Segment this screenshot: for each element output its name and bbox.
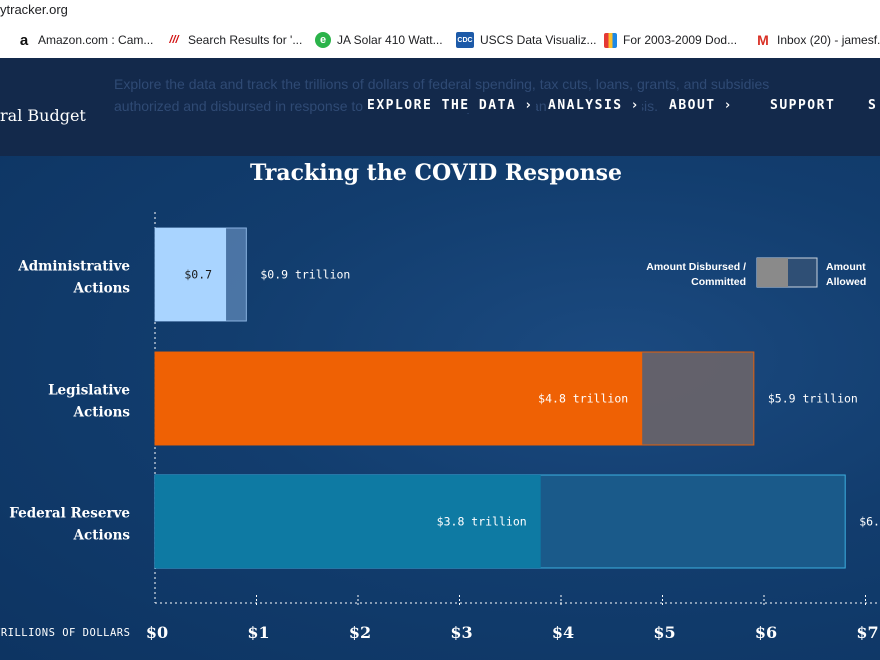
bookmark-ja-solar[interactable]: e JA Solar 410 Watt... xyxy=(315,22,443,58)
nav-about[interactable]: ABOUT › xyxy=(667,98,735,113)
value-label-disbursed: $0.7 xyxy=(184,268,212,282)
bookmark-search-results[interactable]: /// Search Results for '... xyxy=(166,22,302,58)
legend-label-allowed: Allowed xyxy=(826,276,866,288)
bookmark-label: Search Results for '... xyxy=(188,33,303,47)
gmail-icon: M xyxy=(757,32,769,48)
nav-label: EXPLORE THE DATA xyxy=(367,98,517,113)
nav-more[interactable]: S xyxy=(866,98,880,113)
bookmark-dodge[interactable]: For 2003-2009 Dod... xyxy=(604,22,737,58)
site-header: Explore the data and track the trillions… xyxy=(0,58,880,156)
bookmark-label: USCS Data Visualiz... xyxy=(480,33,597,47)
bookmarks-bar: a Amazon.com : Cam... /// Search Results… xyxy=(0,22,880,59)
x-tick-label: $2 xyxy=(349,623,371,642)
nav-label: SUPPORT xyxy=(770,98,836,113)
bookmark-label: Amazon.com : Cam... xyxy=(38,33,154,47)
x-tick-label: $4 xyxy=(552,623,574,642)
chevron-right-icon: › xyxy=(630,98,640,113)
chevron-right-icon: › xyxy=(524,98,534,113)
site-brand[interactable]: ral Budget xyxy=(0,106,86,125)
search-results-icon: /// xyxy=(169,34,179,46)
x-tick-label: $6 xyxy=(755,623,777,642)
legend-swatch-disbursed xyxy=(757,258,788,287)
nav-label: ABOUT xyxy=(669,98,716,113)
bookmark-inbox[interactable]: M Inbox (20) - jamesf... xyxy=(755,22,880,58)
bar-disbursed-0 xyxy=(155,228,227,321)
category-label: Actions xyxy=(73,405,131,421)
bar-disbursed-2 xyxy=(155,475,541,568)
x-tick-label: $0 xyxy=(146,623,168,642)
amazon-icon: a xyxy=(19,31,29,49)
value-label-allowed: $0.9 trillion xyxy=(260,268,350,282)
url-text: ytracker.org xyxy=(0,2,68,17)
bookmark-label: JA Solar 410 Watt... xyxy=(337,33,443,47)
category-label: Legislative xyxy=(48,383,130,399)
bookmark-label: For 2003-2009 Dod... xyxy=(623,33,738,47)
bar-disbursed-1 xyxy=(155,352,643,445)
shopping-bag-icon xyxy=(604,32,617,48)
x-axis-title: TRILLIONS OF DOLLARS xyxy=(0,627,130,639)
category-label: Actions xyxy=(73,528,131,544)
legend-label-disbursed: Amount Disbursed / xyxy=(646,261,746,273)
category-label: Federal Reserve xyxy=(9,506,130,522)
nav-explore-the-data[interactable]: EXPLORE THE DATA › xyxy=(365,98,536,113)
x-tick-label: $7 xyxy=(856,623,878,642)
bookmark-uscs[interactable]: CDC USCS Data Visualiz... xyxy=(456,22,597,58)
nav-support[interactable]: SUPPORT xyxy=(768,98,838,113)
nav-analysis[interactable]: ANALYSIS › xyxy=(546,98,642,113)
value-label-disbursed: $3.8 trillion xyxy=(437,515,527,529)
nav-label: S xyxy=(868,98,878,113)
cdc-icon: CDC xyxy=(456,32,474,48)
x-tick-label: $3 xyxy=(450,623,472,642)
e-icon: e xyxy=(315,32,331,48)
x-tick-label: $5 xyxy=(653,623,675,642)
legend-label-disbursed: Committed xyxy=(691,276,746,288)
value-label-allowed: $6.8 trillion xyxy=(859,515,880,529)
bookmark-label: Inbox (20) - jamesf... xyxy=(777,33,880,47)
value-label-disbursed: $4.8 trillion xyxy=(538,392,628,406)
nav-label: ANALYSIS xyxy=(548,98,623,113)
category-label: Actions xyxy=(73,281,131,297)
bookmark-amazon[interactable]: a Amazon.com : Cam... xyxy=(16,22,154,58)
value-label-allowed: $5.9 trillion xyxy=(768,392,858,406)
chevron-right-icon: › xyxy=(723,98,733,113)
chart-title: Tracking the COVID Response xyxy=(250,160,622,186)
category-label: Administrative xyxy=(17,259,130,275)
x-tick-label: $1 xyxy=(247,623,269,642)
legend-label-allowed: Amount xyxy=(826,261,866,273)
